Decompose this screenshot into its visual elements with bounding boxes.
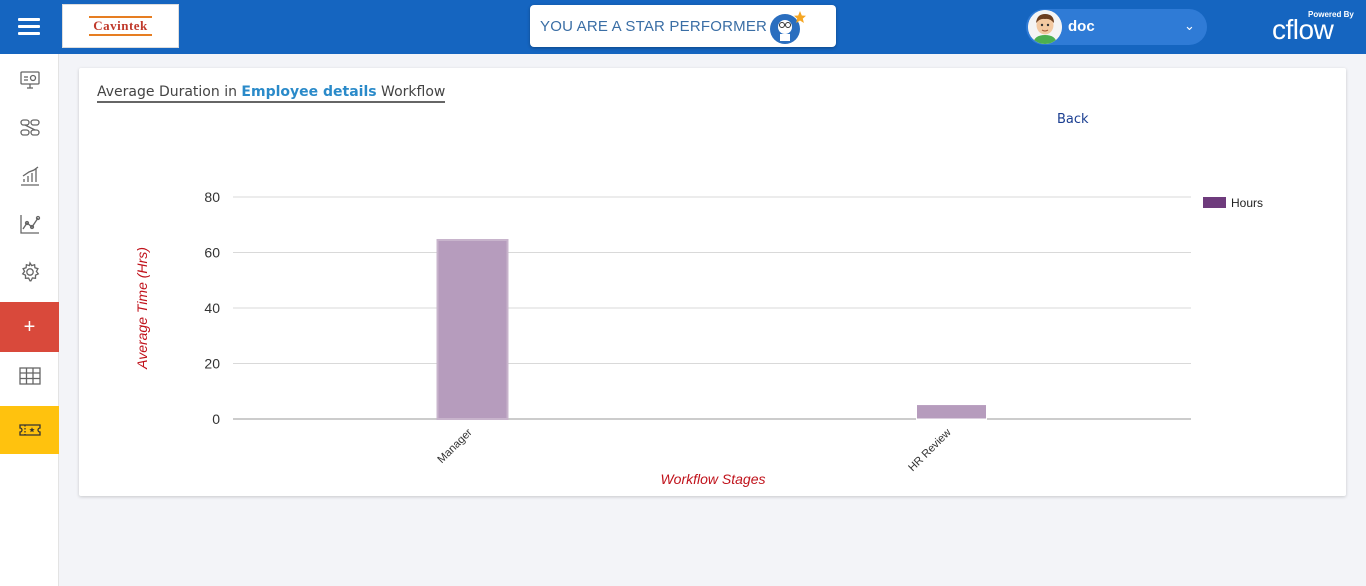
chart-bars xyxy=(436,239,987,420)
chevron-down-icon[interactable]: ⌄ xyxy=(1184,18,1195,33)
x-tick-label: HR Review xyxy=(906,427,953,474)
y-tick-label: 20 xyxy=(204,356,220,372)
page-title: Average Duration in Employee details Wor… xyxy=(97,84,446,103)
ticket-icon xyxy=(18,424,41,436)
sidebar-item-reports[interactable] xyxy=(0,152,59,200)
sidebar-item-dashboard[interactable] xyxy=(0,56,59,104)
sidebar-item-ticket[interactable] xyxy=(0,406,59,454)
y-axis-ticks: 0 20 40 60 80 xyxy=(204,189,220,427)
y-tick-label: 60 xyxy=(204,245,220,261)
report-card: 0 20 40 60 80 Manager HR Review Average Time … xyxy=(79,68,1346,496)
bar-manager[interactable] xyxy=(436,239,509,420)
powered-by-label: Powered By xyxy=(1308,10,1354,19)
user-menu[interactable]: doc ⌄ xyxy=(1026,9,1207,45)
star-performer-icon xyxy=(770,11,806,44)
x-axis-title: Workflow Stages xyxy=(660,471,765,487)
cflow-logo[interactable]: cflow xyxy=(1272,14,1334,45)
star-performer-text: YOU ARE A STAR PERFORMER xyxy=(540,18,768,35)
table-grid-icon xyxy=(18,367,41,385)
chart-legend[interactable]: Hours xyxy=(1203,196,1263,210)
title-prefix: Average Duration in xyxy=(97,84,242,100)
top-bar: Cavintek YOU ARE A STAR PERFORMER doc xyxy=(0,0,1366,54)
chart-gridlines xyxy=(233,196,1191,420)
bar-hr-review[interactable] xyxy=(916,404,987,420)
legend-swatch xyxy=(1203,197,1226,208)
sidebar: + xyxy=(0,54,59,586)
x-axis-ticks: Manager HR Review xyxy=(435,426,953,474)
title-suffix: Workflow xyxy=(376,84,446,100)
duration-bar-chart: 0 20 40 60 80 Manager HR Review Average Time … xyxy=(134,189,1263,487)
gear-icon xyxy=(21,261,39,282)
sidebar-add-button[interactable]: + xyxy=(0,302,59,352)
logo-text: Cavintek xyxy=(89,16,152,36)
y-tick-label: 80 xyxy=(204,189,220,205)
dashboard-monitor-icon xyxy=(19,71,40,89)
star-performer-banner: YOU ARE A STAR PERFORMER xyxy=(530,5,836,47)
hamburger-icon[interactable] xyxy=(18,18,40,36)
workflow-name-link[interactable]: Employee details xyxy=(241,84,377,100)
bar-chart-icon xyxy=(20,166,39,186)
avatar xyxy=(1028,10,1062,44)
workflow-icon xyxy=(19,119,40,136)
user-name: doc xyxy=(1068,18,1095,35)
sidebar-item-workflow[interactable] xyxy=(0,104,59,152)
sidebar-item-table[interactable] xyxy=(0,352,59,400)
y-tick-label: 0 xyxy=(212,411,220,427)
y-axis-title: Average Time (Hrs) xyxy=(134,247,150,370)
sidebar-item-analytics[interactable] xyxy=(0,200,59,248)
plus-icon: + xyxy=(23,315,36,338)
legend-label: Hours xyxy=(1231,196,1263,210)
x-tick-label: Manager xyxy=(435,426,474,465)
company-logo[interactable]: Cavintek xyxy=(62,4,179,48)
y-tick-label: 40 xyxy=(204,300,220,316)
back-link[interactable]: Back xyxy=(1057,112,1089,127)
sidebar-item-settings[interactable] xyxy=(0,248,59,296)
line-chart-icon xyxy=(19,215,40,234)
